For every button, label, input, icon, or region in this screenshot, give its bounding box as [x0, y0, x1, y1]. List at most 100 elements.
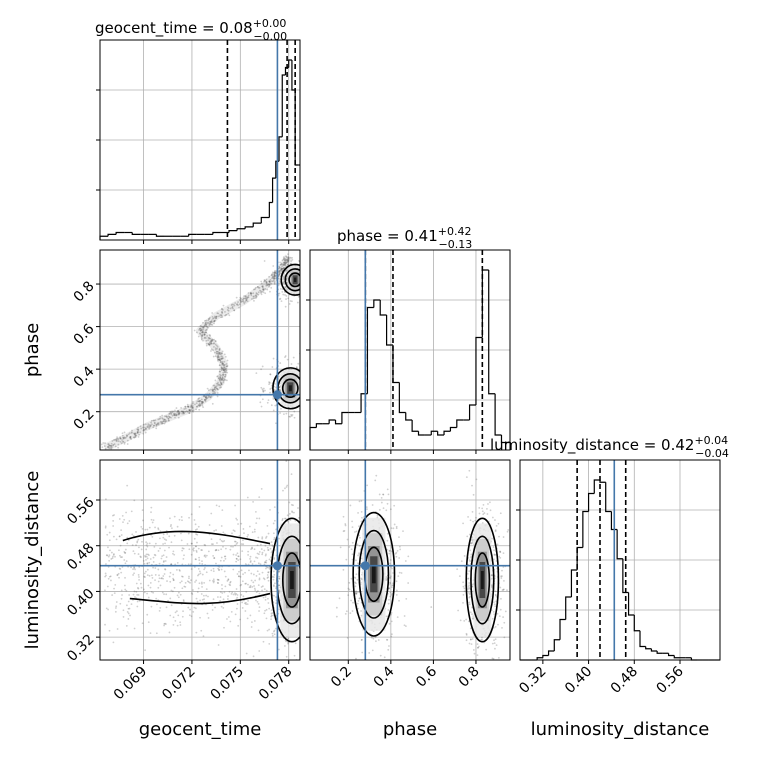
- scatter-point: [493, 558, 495, 561]
- scatter-point: [126, 484, 129, 487]
- scatter-point: [356, 578, 359, 581]
- scatter-point: [214, 351, 216, 354]
- scatter-point: [125, 604, 128, 607]
- scatter-point: [220, 383, 223, 386]
- scatter-point: [194, 558, 197, 560]
- scatter-point: [314, 277, 316, 279]
- scatter-point: [168, 535, 171, 538]
- scatter-point: [215, 317, 217, 320]
- scatter-point: [307, 537, 309, 539]
- scatter-point: [302, 376, 304, 378]
- scatter-point: [304, 362, 306, 364]
- scatter-point: [288, 415, 291, 418]
- scatter-point: [204, 544, 207, 547]
- scatter-point: [213, 320, 216, 323]
- scatter-point: [200, 400, 203, 403]
- scatter-point: [203, 325, 206, 328]
- scatter-point: [200, 338, 203, 341]
- scatter-point: [375, 640, 377, 643]
- scatter-point: [236, 541, 239, 544]
- scatter-point: [397, 575, 400, 578]
- contour-line: [129, 592, 271, 605]
- scatter-point: [307, 281, 309, 283]
- scatter-point: [303, 283, 305, 285]
- scatter-point: [312, 388, 314, 390]
- scatter-point: [203, 568, 206, 571]
- scatter-point: [249, 561, 252, 563]
- scatter-point: [222, 367, 225, 369]
- scatter-point: [392, 582, 394, 585]
- scatter-point: [201, 582, 203, 585]
- scatter-point: [201, 403, 203, 405]
- scatter-point: [123, 518, 126, 521]
- scatter-point: [197, 587, 200, 590]
- scatter-point: [143, 572, 146, 575]
- scatter-point: [302, 479, 304, 481]
- scatter-point: [171, 411, 174, 414]
- scatter-point: [202, 401, 204, 404]
- scatter-point: [123, 436, 126, 439]
- scatter-point: [201, 400, 204, 403]
- hist-bin: [212, 231, 221, 235]
- scatter-point: [196, 528, 198, 531]
- scatter-point: [282, 281, 285, 284]
- scatter-point: [145, 541, 148, 544]
- scatter-point: [139, 431, 142, 434]
- scatter-point: [249, 293, 252, 295]
- scatter-point: [251, 531, 254, 534]
- scatter-point: [151, 521, 154, 524]
- hist-bin: [587, 492, 595, 512]
- scatter-point: [390, 613, 392, 616]
- scatter-point: [475, 478, 478, 481]
- scatter-point: [305, 391, 307, 393]
- scatter-point: [355, 573, 358, 576]
- scatter-point: [306, 281, 308, 283]
- scatter-point: [278, 577, 281, 580]
- scatter-point: [307, 539, 309, 541]
- scatter-point: [202, 395, 205, 398]
- scatter-point: [110, 446, 113, 449]
- scatter-point: [164, 622, 166, 625]
- scatter-point: [283, 262, 286, 265]
- scatter-point: [125, 624, 128, 627]
- scatter-point: [497, 522, 500, 525]
- scatter-point: [303, 554, 305, 556]
- scatter-point: [205, 337, 207, 339]
- tick-label-x: 0.069: [111, 664, 151, 704]
- scatter-point: [470, 542, 473, 545]
- scatter-point: [315, 390, 317, 392]
- scatter-point: [202, 325, 205, 328]
- scatter-point: [109, 549, 111, 552]
- scatter-point: [136, 428, 139, 431]
- scatter-point: [270, 286, 273, 289]
- scatter-point: [198, 329, 200, 331]
- scatter-point: [395, 525, 398, 528]
- scatter-point: [390, 586, 393, 588]
- scatter-point: [164, 418, 167, 421]
- scatter-point: [152, 561, 155, 563]
- scatter-point: [216, 312, 219, 315]
- scatter-point: [159, 417, 162, 420]
- scatter-point: [345, 610, 348, 613]
- scatter-point: [253, 299, 255, 302]
- scatter-point: [282, 278, 285, 281]
- scatter-point: [207, 396, 210, 398]
- scatter-point: [287, 253, 289, 256]
- scatter-point: [313, 388, 315, 390]
- scatter-point: [134, 568, 136, 571]
- scatter-point: [214, 379, 217, 382]
- scatter-point: [157, 527, 160, 529]
- scatter-point: [112, 514, 114, 517]
- scatter-point: [226, 618, 228, 620]
- scatter-point: [208, 337, 210, 339]
- scatter-point: [273, 275, 276, 278]
- scatter-point: [272, 522, 275, 525]
- scatter-point: [188, 409, 191, 411]
- scatter-point: [235, 593, 238, 595]
- scatter-point: [170, 524, 172, 526]
- contour-line: [270, 517, 300, 643]
- scatter-point: [206, 321, 209, 324]
- scatter-point: [112, 444, 114, 447]
- scatter-point: [308, 515, 310, 517]
- scatter-point: [240, 583, 243, 586]
